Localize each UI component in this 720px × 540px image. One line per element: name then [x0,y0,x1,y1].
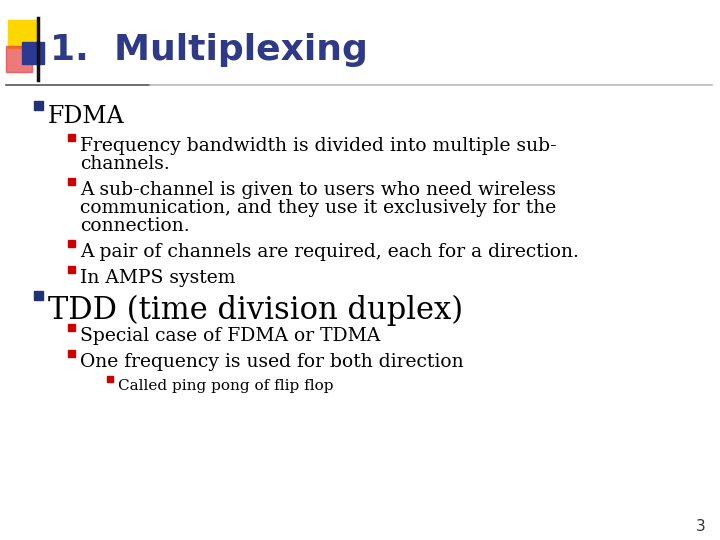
Text: TDD (time division duplex): TDD (time division duplex) [48,295,463,326]
Text: One frequency is used for both direction: One frequency is used for both direction [80,353,464,371]
Text: channels.: channels. [80,155,170,173]
Bar [22,42,44,64]
Bar [68,133,75,140]
Text: A sub-channel is given to users who need wireless: A sub-channel is given to users who need… [80,181,556,199]
Bar [8,20,38,48]
Bar [68,240,75,246]
Text: Frequency bandwidth is divided into multiple sub-: Frequency bandwidth is divided into mult… [80,137,557,155]
Text: communication, and they use it exclusively for the: communication, and they use it exclusive… [80,199,557,217]
Bar [6,46,32,72]
Text: Called ping pong of flip flop: Called ping pong of flip flop [118,379,333,393]
Bar [68,323,75,330]
Text: In AMPS system: In AMPS system [80,269,235,287]
Bar [68,266,75,273]
Bar [68,178,75,185]
Text: FDMA: FDMA [48,105,125,128]
Bar [34,291,43,300]
Bar [107,376,113,382]
Text: connection.: connection. [80,217,189,235]
Text: 3: 3 [696,519,706,534]
Text: Special case of FDMA or TDMA: Special case of FDMA or TDMA [80,327,380,345]
Text: 1.  Multiplexing: 1. Multiplexing [50,33,368,67]
Text: A pair of channels are required, each for a direction.: A pair of channels are required, each fo… [80,243,579,261]
Bar [68,349,75,356]
Bar [34,100,43,110]
